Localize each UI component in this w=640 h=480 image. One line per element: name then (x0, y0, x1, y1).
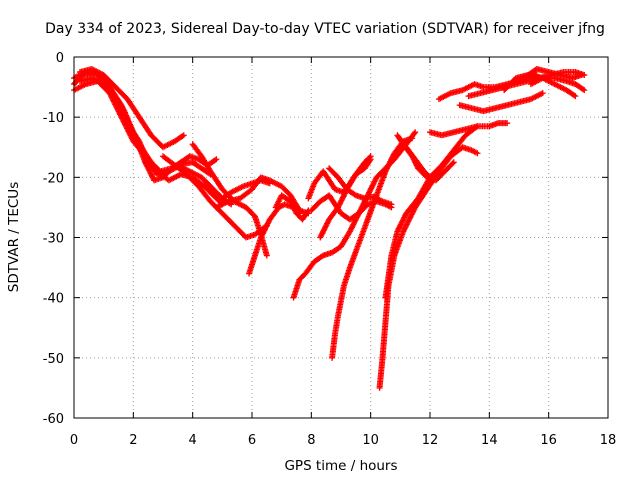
series-arc-23 (427, 120, 511, 139)
x-tick-label: 6 (248, 433, 256, 448)
y-tick-label: 0 (56, 51, 64, 66)
series-arc-13 (290, 129, 419, 301)
data-point (266, 180, 273, 187)
data-point (474, 150, 481, 157)
series-arc-18 (326, 165, 395, 208)
x-tick-label: 14 (481, 433, 498, 448)
chart-title: Day 334 of 2023, Sidereal Day-to-day VTE… (45, 21, 605, 37)
series-arc-25 (456, 90, 546, 115)
x-tick-label: 18 (600, 433, 617, 448)
data-point (367, 153, 374, 160)
data-point (179, 133, 186, 140)
y-tick-label: -20 (43, 171, 64, 186)
data-point (180, 132, 187, 139)
data-point (428, 176, 435, 183)
data-point (212, 157, 219, 164)
series-arc-15 (308, 192, 395, 223)
data-point (581, 87, 588, 94)
x-axis-label: GPS time / hours (284, 458, 397, 474)
data-point (539, 90, 546, 97)
y-tick-label: -30 (43, 232, 64, 247)
data-point (213, 156, 220, 163)
x-tick-label: 10 (362, 433, 379, 448)
x-tick-label: 12 (422, 433, 439, 448)
series-arc-16 (317, 153, 374, 241)
series-arc-4 (76, 66, 187, 151)
y-tick-label: -10 (43, 111, 64, 126)
series-arc-12 (272, 192, 312, 223)
data-point (579, 86, 586, 93)
data-point (429, 177, 436, 184)
series-arc-5 (76, 75, 184, 178)
data-point (449, 160, 456, 167)
data-point (409, 135, 416, 142)
series-arc-29 (516, 72, 579, 100)
y-tick-label: -60 (43, 412, 64, 427)
data-point (571, 92, 578, 99)
x-tick-label: 16 (540, 433, 557, 448)
data-point (304, 208, 311, 215)
data-series-group (71, 66, 588, 391)
data-point (411, 130, 418, 137)
series-arc-22 (403, 144, 436, 184)
data-point (366, 154, 373, 161)
data-point (572, 93, 579, 100)
series-arc-10 (219, 177, 273, 202)
data-point (388, 201, 395, 208)
x-tick-label: 0 (70, 433, 78, 448)
data-point (412, 129, 419, 136)
x-tick-label: 2 (129, 433, 137, 448)
data-point (263, 252, 270, 259)
data-point (578, 72, 585, 79)
data-point (450, 159, 457, 166)
y-tick-label: -50 (43, 352, 64, 367)
x-tick-label: 4 (189, 433, 197, 448)
axis-ticks: 0 2 4 6 8 10 12 14 16 18 0 -10 -20 -30 -40 -50 -60 (43, 51, 617, 448)
y-axis-label: SDTVAR / TECUs (6, 182, 22, 292)
data-point (504, 120, 511, 127)
y-tick-label: -40 (43, 292, 64, 307)
x-tick-label: 8 (307, 433, 315, 448)
